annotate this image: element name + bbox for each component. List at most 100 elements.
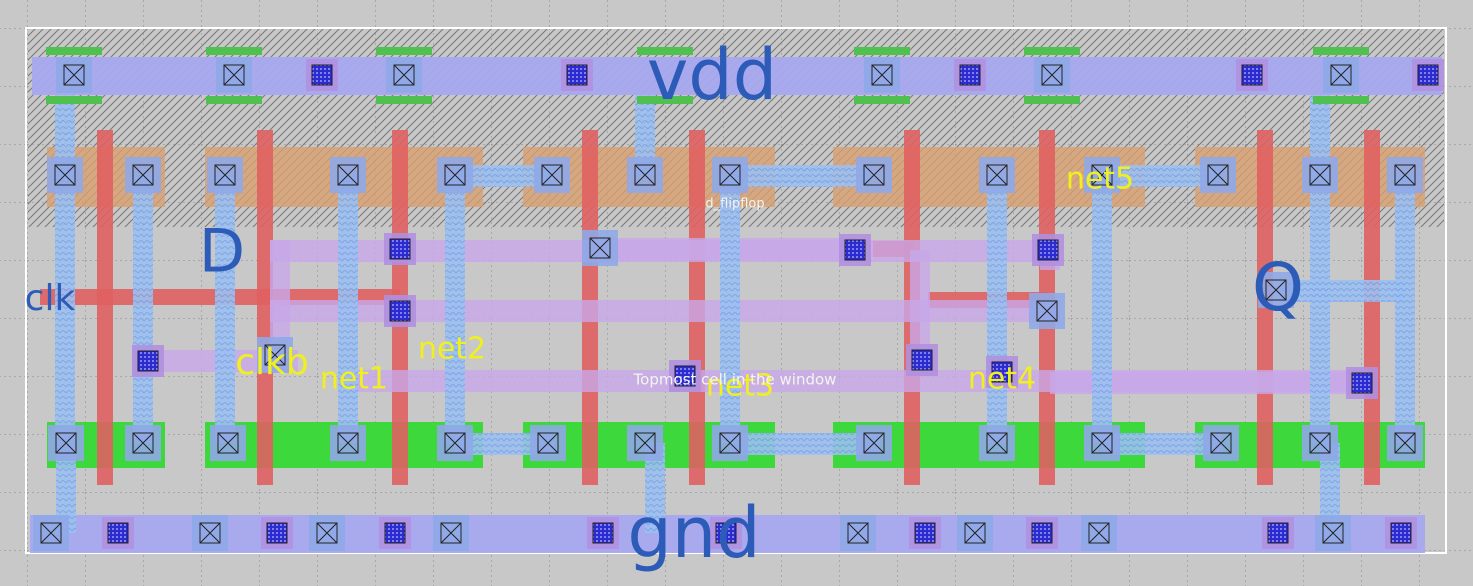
labels: vdd gnd D clk Q clkb net1 net2 net3 net4… xyxy=(25,34,1304,574)
implant-mark xyxy=(376,96,432,104)
implant-mark xyxy=(46,47,102,55)
label-net2: net2 xyxy=(418,332,486,367)
contact xyxy=(444,164,466,186)
metal1 xyxy=(1310,95,1330,175)
via xyxy=(1390,522,1412,544)
contact xyxy=(440,522,462,544)
metal1 xyxy=(635,95,655,175)
cell-name: d_flipflop xyxy=(705,197,764,212)
contact xyxy=(1207,164,1229,186)
contact xyxy=(40,522,62,544)
via xyxy=(1351,372,1373,394)
contact xyxy=(986,432,1008,454)
contact xyxy=(634,164,656,186)
via xyxy=(266,522,288,544)
metal1-vdd xyxy=(32,57,1442,95)
contact xyxy=(719,432,741,454)
contact xyxy=(55,432,77,454)
metal1 xyxy=(730,165,870,187)
via xyxy=(1037,239,1059,261)
poly xyxy=(257,130,273,485)
metal1 xyxy=(1395,175,1415,443)
via xyxy=(1241,64,1263,86)
via xyxy=(959,64,981,86)
contact xyxy=(541,164,563,186)
label-gnd: gnd xyxy=(627,492,760,574)
label-clkb: clkb xyxy=(235,342,309,383)
contact xyxy=(1036,300,1058,322)
contact xyxy=(1309,432,1331,454)
via xyxy=(914,522,936,544)
via xyxy=(566,64,588,86)
via xyxy=(137,350,159,372)
layers xyxy=(30,47,1444,553)
metal1 xyxy=(1310,175,1330,443)
implant-mark xyxy=(206,96,262,104)
implant-mark xyxy=(46,96,102,104)
contact xyxy=(217,432,239,454)
contact xyxy=(1091,432,1113,454)
metal1 xyxy=(455,165,555,187)
label-clk: clk xyxy=(25,278,76,319)
label-q: Q xyxy=(1252,249,1304,326)
metal1 xyxy=(55,95,75,175)
contact xyxy=(847,522,869,544)
metal1 xyxy=(133,175,153,443)
label-vdd: vdd xyxy=(647,34,777,116)
contact xyxy=(214,164,236,186)
metal2 xyxy=(270,300,1060,322)
via xyxy=(592,522,614,544)
contact xyxy=(1265,279,1287,301)
contact xyxy=(1394,432,1416,454)
metal1 xyxy=(1320,443,1340,533)
metal2 xyxy=(1050,372,1370,394)
contact xyxy=(223,64,245,86)
metal1 xyxy=(720,175,740,443)
metal1 xyxy=(1102,165,1222,187)
contact xyxy=(132,164,154,186)
metal1 xyxy=(1280,280,1405,302)
metal1 xyxy=(445,175,465,443)
metal1 xyxy=(1102,433,1222,455)
via xyxy=(384,522,406,544)
metal1 xyxy=(645,443,665,533)
contact xyxy=(1330,64,1352,86)
contact xyxy=(316,522,338,544)
contact xyxy=(1309,164,1331,186)
via xyxy=(389,238,411,260)
via xyxy=(389,300,411,322)
contact xyxy=(871,64,893,86)
implant-mark xyxy=(637,47,693,55)
implant-mark xyxy=(1313,47,1369,55)
implant-mark xyxy=(376,47,432,55)
contact xyxy=(132,432,154,454)
via xyxy=(1031,522,1053,544)
via xyxy=(844,239,866,261)
contact xyxy=(337,432,359,454)
implant-mark xyxy=(637,96,693,104)
metal1 xyxy=(1092,175,1112,443)
poly xyxy=(97,130,113,485)
contact xyxy=(199,522,221,544)
implant-mark xyxy=(1313,96,1369,104)
metal2 xyxy=(910,250,930,350)
metal1 xyxy=(215,175,235,443)
contact xyxy=(337,164,359,186)
contact xyxy=(1088,522,1110,544)
contact xyxy=(1394,164,1416,186)
label-net1: net1 xyxy=(320,362,388,397)
implant-mark xyxy=(854,47,910,55)
metal2 xyxy=(270,240,290,360)
via xyxy=(107,522,129,544)
contact xyxy=(986,164,1008,186)
contact xyxy=(444,432,466,454)
contact xyxy=(537,432,559,454)
poly xyxy=(1364,130,1380,485)
metal1 xyxy=(987,175,1007,443)
label-net4: net4 xyxy=(968,362,1036,397)
contact xyxy=(54,164,76,186)
via xyxy=(1417,64,1439,86)
contact xyxy=(719,164,741,186)
via xyxy=(911,349,933,371)
